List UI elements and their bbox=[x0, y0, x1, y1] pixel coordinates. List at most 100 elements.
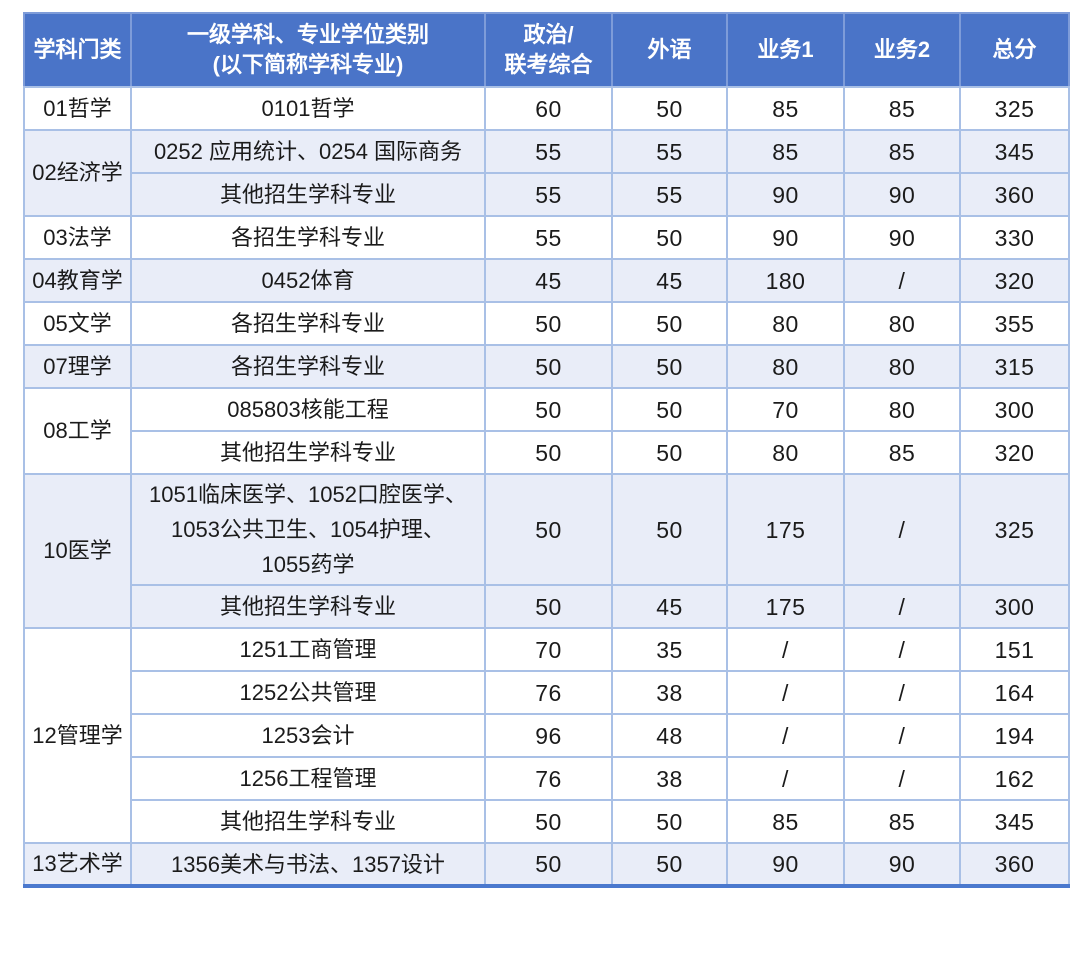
score-cell-business1: 175 bbox=[726, 584, 845, 629]
table-row: 1253会计 96 48//194 bbox=[24, 713, 1070, 758]
table-row: 其他招生学科专业 55 55 90 90 360 bbox=[24, 172, 1070, 217]
score-cell-business1: 85 bbox=[726, 86, 845, 131]
score-cell-business1: 85 bbox=[726, 129, 845, 174]
score-cell-total: 151 bbox=[959, 627, 1070, 672]
table-row: 1256工程管理 76 38//162 bbox=[24, 756, 1070, 801]
score-cell-business2: / bbox=[843, 584, 961, 629]
table-row: 13艺术学 1356美术与书法、1357设计 50 50 90 90 360 bbox=[23, 842, 1070, 887]
score-cell-business2: 85 bbox=[843, 86, 961, 131]
score-cell-business1: 175 bbox=[726, 473, 845, 586]
table-row: 1252公共管理 76 38//164 bbox=[24, 670, 1070, 715]
score-cell-total: 300 bbox=[959, 584, 1070, 629]
score-cell-business2: / bbox=[843, 258, 961, 303]
score-cell-total: 320 bbox=[959, 258, 1070, 303]
score-cell-foreign: 50 bbox=[611, 430, 728, 475]
category-cell: 04教育学 bbox=[23, 258, 132, 303]
score-cell-business1: / bbox=[726, 670, 845, 715]
score-cell-foreign: 45 bbox=[611, 258, 728, 303]
score-cell-business2: 90 bbox=[843, 172, 961, 217]
score-cell-foreign: 50 bbox=[611, 344, 728, 389]
table-header: 学科门类 一级学科、专业学位类别 (以下简称学科专业) 政治/ 联考综合 外语 … bbox=[23, 12, 1070, 88]
score-cell-total: 360 bbox=[959, 172, 1070, 217]
major-cell: 0452体育 bbox=[130, 258, 486, 303]
score-cell-politics: 60 bbox=[484, 86, 613, 131]
score-cell-total: 194 bbox=[959, 713, 1070, 758]
score-cell-foreign: 50 bbox=[611, 799, 728, 844]
category-cell: 07理学 bbox=[23, 344, 132, 389]
score-cell-politics: 45 bbox=[484, 258, 613, 303]
score-cell-total: 355 bbox=[959, 301, 1070, 346]
score-cell-politics: 76 bbox=[484, 756, 613, 801]
score-cell-business1: 80 bbox=[726, 344, 845, 389]
table-row: 08工学 085803核能工程 50 50 70 80 300 bbox=[23, 387, 1070, 475]
score-cell-foreign: 50 bbox=[611, 387, 728, 432]
score-cell-business2: 80 bbox=[843, 344, 961, 389]
table-row: 03法学 各招生学科专业 55 50 90 90 330 bbox=[23, 215, 1070, 260]
score-cell-total: 162 bbox=[959, 756, 1070, 801]
table-row: 05文学 各招生学科专业 50 50 80 80 355 bbox=[23, 301, 1070, 346]
score-cell-business2: / bbox=[843, 627, 961, 672]
table-row: 02经济学 0252 应用统计、0254 国际商务 55 55 85 85 345 bbox=[23, 129, 1070, 217]
score-cell-foreign: 55 bbox=[611, 172, 728, 217]
table-row: 其他招生学科专业 50 45 175/300 bbox=[24, 584, 1070, 629]
category-cell: 12管理学 bbox=[23, 627, 132, 844]
score-cell-business2: / bbox=[843, 713, 961, 758]
score-cell-foreign: 38 bbox=[611, 756, 728, 801]
score-cell-business1: 80 bbox=[726, 430, 845, 475]
score-cell-business2: / bbox=[843, 473, 961, 586]
category-cell: 02经济学 bbox=[23, 129, 132, 217]
score-cell-business2: / bbox=[843, 670, 961, 715]
score-cell-total: 300 bbox=[959, 387, 1070, 432]
header-row: 学科门类 一级学科、专业学位类别 (以下简称学科专业) 政治/ 联考综合 外语 … bbox=[23, 12, 1070, 88]
major-cell: 1251工商管理 bbox=[130, 627, 486, 672]
score-cell-foreign: 50 bbox=[611, 842, 728, 887]
category-cell: 03法学 bbox=[23, 215, 132, 260]
score-cell-business2: 80 bbox=[843, 387, 961, 432]
score-cell-foreign: 50 bbox=[611, 473, 728, 586]
score-cell-total: 345 bbox=[959, 799, 1070, 844]
major-cell: 1356美术与书法、1357设计 bbox=[130, 842, 486, 887]
table-row: 01哲学 0101哲学 60 50 85 85 325 bbox=[23, 86, 1070, 131]
score-cell-foreign: 35 bbox=[611, 627, 728, 672]
score-cell-total: 325 bbox=[959, 473, 1070, 586]
major-cell: 1253会计 bbox=[130, 713, 486, 758]
major-cell: 其他招生学科专业 bbox=[130, 430, 486, 475]
score-cell-total: 315 bbox=[959, 344, 1070, 389]
score-cell-business2: 80 bbox=[843, 301, 961, 346]
score-cell-business1: 90 bbox=[726, 172, 845, 217]
table-row: 10医学 1051临床医学、1052口腔医学、 1053公共卫生、1054护理、 … bbox=[23, 473, 1070, 629]
score-cell-total: 360 bbox=[959, 842, 1070, 887]
score-cell-foreign: 48 bbox=[611, 713, 728, 758]
major-cell: 1256工程管理 bbox=[130, 756, 486, 801]
score-cell-foreign: 50 bbox=[611, 86, 728, 131]
score-cell-politics: 50 bbox=[484, 387, 613, 432]
major-cell: 各招生学科专业 bbox=[130, 301, 486, 346]
score-cell-business2: 85 bbox=[843, 799, 961, 844]
major-cell: 1252公共管理 bbox=[130, 670, 486, 715]
score-cell-politics: 55 bbox=[484, 172, 613, 217]
category-cell: 13艺术学 bbox=[23, 842, 132, 887]
score-cell-foreign: 45 bbox=[611, 584, 728, 629]
score-cell-business1: / bbox=[726, 756, 845, 801]
score-cell-business1: 180 bbox=[726, 258, 845, 303]
score-cell-politics: 50 bbox=[484, 799, 613, 844]
category-cell: 01哲学 bbox=[23, 86, 132, 131]
score-cell-business2: 90 bbox=[843, 842, 961, 887]
score-cell-politics: 70 bbox=[484, 627, 613, 672]
score-cell-business1: / bbox=[726, 713, 845, 758]
major-cell: 0101哲学 bbox=[130, 86, 486, 131]
header-cell-total: 总分 bbox=[959, 12, 1070, 88]
major-cell: 其他招生学科专业 bbox=[130, 799, 486, 844]
table-row: 04教育学 0452体育 45 45 180/320 bbox=[23, 258, 1070, 303]
score-cell-business1: / bbox=[726, 627, 845, 672]
category-cell: 10医学 bbox=[23, 473, 132, 629]
header-cell-category: 学科门类 bbox=[23, 12, 132, 88]
major-cell: 085803核能工程 bbox=[130, 387, 486, 432]
major-cell: 各招生学科专业 bbox=[130, 215, 486, 260]
score-cell-total: 330 bbox=[959, 215, 1070, 260]
score-cell-foreign: 50 bbox=[611, 215, 728, 260]
score-cell-politics: 55 bbox=[484, 129, 613, 174]
score-cell-business2: 90 bbox=[843, 215, 961, 260]
score-cell-total: 325 bbox=[959, 86, 1070, 131]
